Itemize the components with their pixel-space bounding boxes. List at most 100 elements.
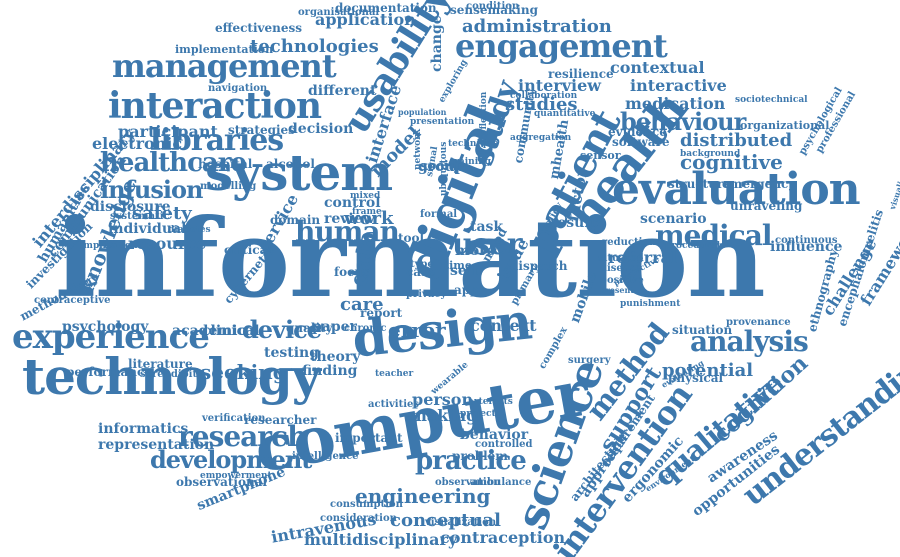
word-contraceptive: contraceptive [34,295,111,306]
word-domain: domain [270,213,321,227]
word-engagement: engagement [455,27,668,65]
word-time: time [444,259,472,272]
word-training: training [450,157,491,167]
word-context: context [470,316,537,335]
word-reduction: reduction [602,237,657,248]
word-researcher: researcher [244,413,317,427]
word-different: different [308,83,377,99]
word-alcohol: alcohol [266,157,315,171]
word-management: management [112,47,337,85]
word-research: research [178,420,307,453]
word-visualisation: visualisation [887,153,900,211]
word-continuous: continuous [775,235,838,246]
word-scenario: scenario [640,211,707,227]
word-present: present [600,285,635,295]
word-cognitive: cognitive [680,150,783,174]
word-more: more [455,243,496,259]
word-procedural: procedural [665,241,721,251]
word-systematic: systematic [110,211,170,222]
word-network: network [413,128,423,170]
word-testing: testing [264,345,320,361]
word-unraveling: unraveling [730,199,803,213]
word-problem: problem [452,449,508,463]
word-safety: safety [132,203,192,224]
word-work: work [344,208,394,229]
word-teacher: teacher [375,369,414,379]
word-hospital: hospital [198,157,253,171]
word-user: user [452,227,523,262]
word-sociotechnical: sociotechnical [735,95,808,105]
word-healthcare: healthcare [100,148,247,178]
word-navigation: navigation [208,83,268,94]
word-libraries: libraries [150,123,284,158]
word-error: error [388,318,446,342]
word-collaboration: collaboration [510,91,578,101]
word-tool: tool [398,231,425,245]
word-contextual: contextual [610,58,705,77]
word-social: social [420,159,463,174]
word-application: application [315,10,416,29]
word-practice: practice [415,446,527,476]
word-ambulance: ambulance [470,477,532,488]
word-frame: frame [352,207,382,217]
word-consideration: consideration [320,513,397,524]
word-modelling: modelling [200,181,257,192]
word-making: making [410,406,478,425]
word-situated: situated [598,253,644,264]
word-sensor: sensor [580,149,621,162]
word-interaction: interaction [108,85,322,127]
word-effectiveness: effectiveness [215,21,303,35]
word-human: human [295,215,400,248]
word-dispatch: dispatch [510,259,568,273]
word-studies: studies [505,94,578,115]
word-person: person [412,390,474,409]
word-organizational: organizational [740,119,830,132]
word-potential: potential [662,360,754,381]
word-activities: activities [368,399,420,410]
word-multidisciplinary: multidisciplinary [304,530,458,549]
word-behaviour: behaviour [620,107,746,136]
word-task: task [470,219,504,235]
word-interactive: interactive [630,76,727,95]
word-emergency: emergency [722,177,796,191]
word-presentation: presentation [410,117,475,127]
word-structure: structure [668,177,731,191]
word-privacy: privacy [406,289,447,300]
word-consumption: consumption [330,499,403,510]
word-participant: participant [118,122,218,141]
word-engineering: engineering [355,484,491,508]
word-result: result [550,215,597,231]
word-verification: verification [202,413,266,424]
word-technologies: technologies [250,36,379,57]
word-population: population [398,107,447,117]
word-artefacts: artefacts [468,397,513,407]
word-observational: observational [176,475,268,489]
word-quality: quality [286,321,333,335]
word-theory: theory [310,349,361,365]
word-academic: academic [172,323,247,339]
word-literature: literature [128,357,193,371]
word-disease: disease [600,263,642,274]
word-review: review [324,211,375,227]
word-change: change [429,15,445,72]
word-finding: finding [302,363,358,379]
word-interview: interview [518,76,602,95]
word-decision: decision [288,121,354,137]
word-disclosure: disclosure [90,199,171,215]
word-software: software [612,135,670,149]
word-technology: technology [22,347,321,406]
word-resilience: resilience [548,67,614,81]
word-quantitative: quantitative [534,109,596,119]
word-device: device [242,315,322,344]
word-conceptual: conceptual [390,510,501,531]
word-positive: positive [600,275,644,286]
word-chronic: chronic [344,323,387,334]
word-situation: situation [672,323,733,337]
word-information: information [55,196,766,322]
word-critical: critical [224,243,272,257]
word-contraception: contraception [440,528,566,547]
word-physical: physical [668,371,724,385]
word-app: app [454,283,479,297]
word-ubiquitous: ubiquitous [439,141,449,196]
